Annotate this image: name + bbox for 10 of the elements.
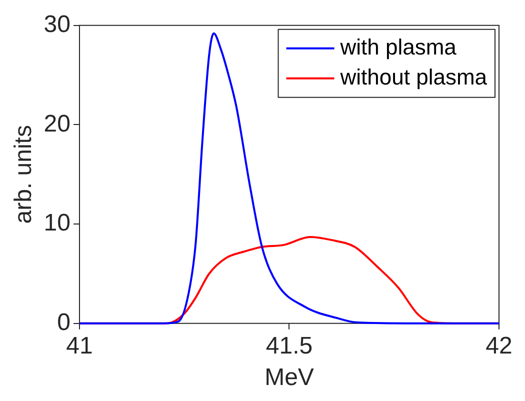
legend-label: without plasma	[339, 64, 488, 90]
y-axis-title: arb. units	[10, 125, 38, 224]
x-tick-label: 42	[486, 332, 512, 360]
line-series	[78, 32, 500, 324]
y-tick-label: 20	[44, 110, 70, 138]
x-tick-label: 41.5	[266, 332, 313, 360]
x-axis-title: MeV	[264, 364, 314, 392]
y-tick-label: 30	[44, 11, 70, 38]
legend-label: with plasma	[339, 34, 458, 60]
y-tick-label: 10	[44, 210, 70, 237]
